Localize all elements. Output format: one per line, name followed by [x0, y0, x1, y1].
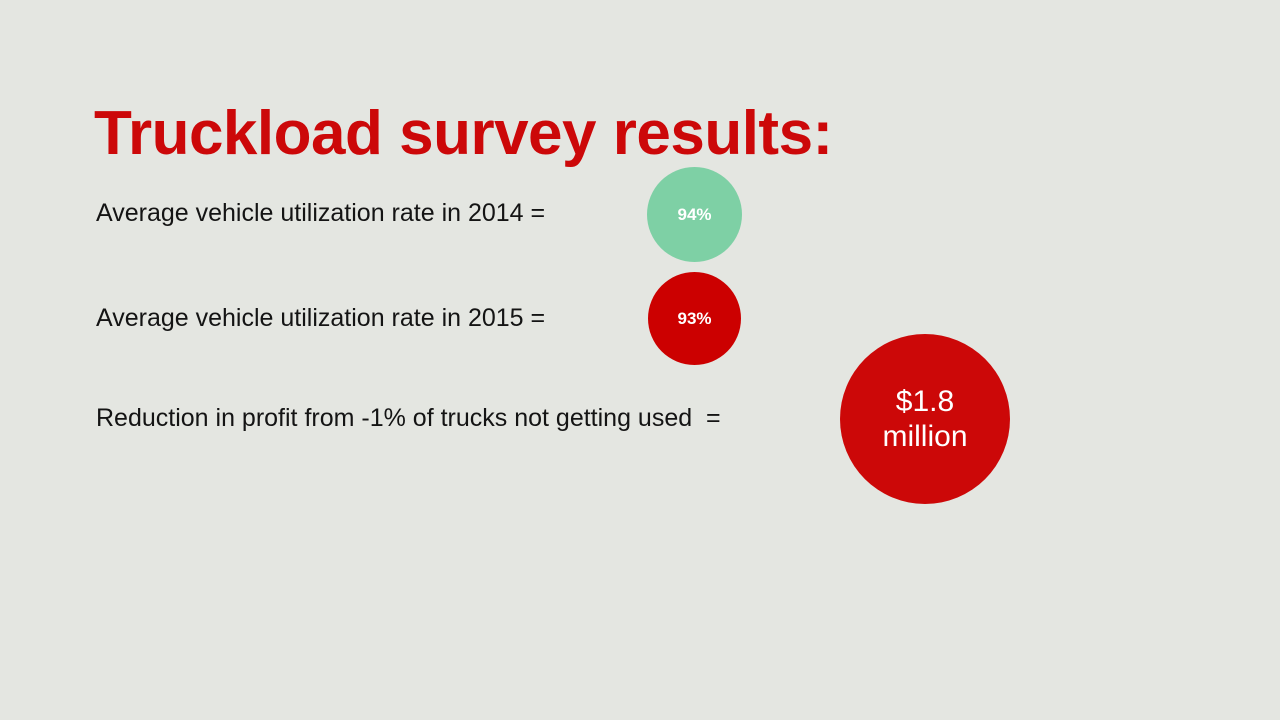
bubble-profit-text: $1.8 million [882, 384, 967, 455]
statement-line-2015: Average vehicle utilization rate in 2015… [96, 304, 546, 332]
bubble-profit-line-1: $1.8 [895, 384, 955, 418]
bubble-label-2015: 93% [677, 308, 712, 328]
statement-line-2014: Average vehicle utilization rate in 2014… [96, 199, 546, 227]
bubble-profit-reduction: $1.8 million [840, 334, 1010, 504]
slide-footer: verizon Confidential and proprietary mat… [0, 650, 1280, 720]
page-title: Truckload survey results: [94, 98, 833, 168]
statement-line-profit: Reduction in profit from -1% of trucks n… [96, 404, 721, 432]
bubble-utilization-2015: 93% [648, 272, 741, 365]
bubble-profit-line-2: million [882, 420, 968, 453]
bubble-utilization-2014: 94% [647, 167, 742, 262]
bubble-label-2014: 94% [677, 204, 712, 224]
